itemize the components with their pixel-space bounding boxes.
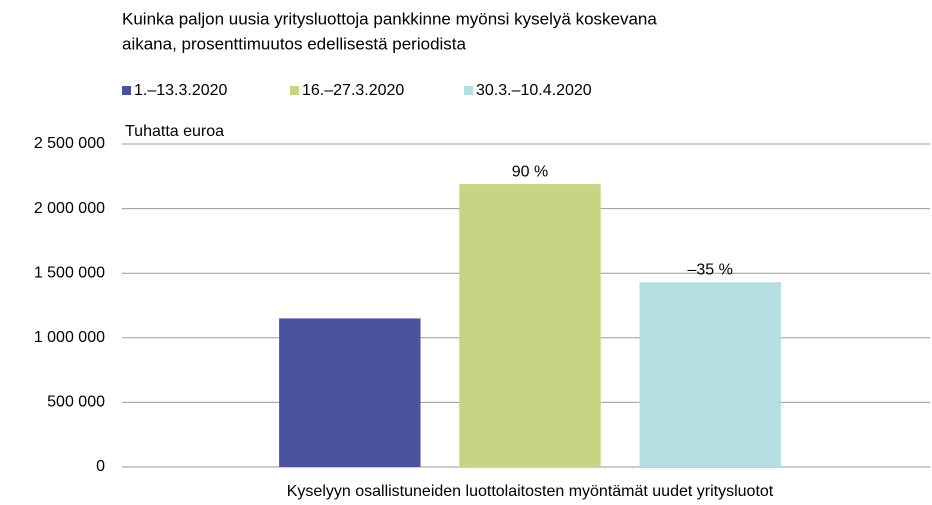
bar [279, 318, 421, 467]
legend-swatch [122, 86, 131, 95]
bar-annotation: 90 % [512, 163, 548, 180]
y-tick-label: 1 500 000 [34, 264, 105, 281]
legend-label: 1.–13.3.2020 [134, 82, 228, 99]
y-tick-label: 500 000 [47, 394, 105, 411]
y-tick-label: 2 000 000 [34, 200, 105, 217]
y-axis-label: Tuhatta euroa [125, 123, 224, 140]
y-tick-label: 0 [96, 458, 105, 475]
chart-title: Kuinka paljon uusia yritysluottoja pankk… [122, 9, 657, 28]
legend-swatch [290, 86, 299, 95]
x-tick-label: Kyselyyn osallistuneiden luottolaitosten… [287, 483, 774, 500]
bar-annotation: –35 % [687, 261, 732, 278]
y-tick-label: 2 500 000 [34, 135, 105, 152]
legend-label: 30.3.–10.4.2020 [476, 82, 592, 99]
legend-label: 16.–27.3.2020 [302, 82, 404, 99]
bar [459, 184, 601, 467]
bar [639, 282, 781, 467]
chart-title: aikana, prosenttimuutos edellisestä peri… [122, 34, 467, 53]
legend-swatch [464, 86, 473, 95]
y-tick-label: 1 000 000 [34, 329, 105, 346]
